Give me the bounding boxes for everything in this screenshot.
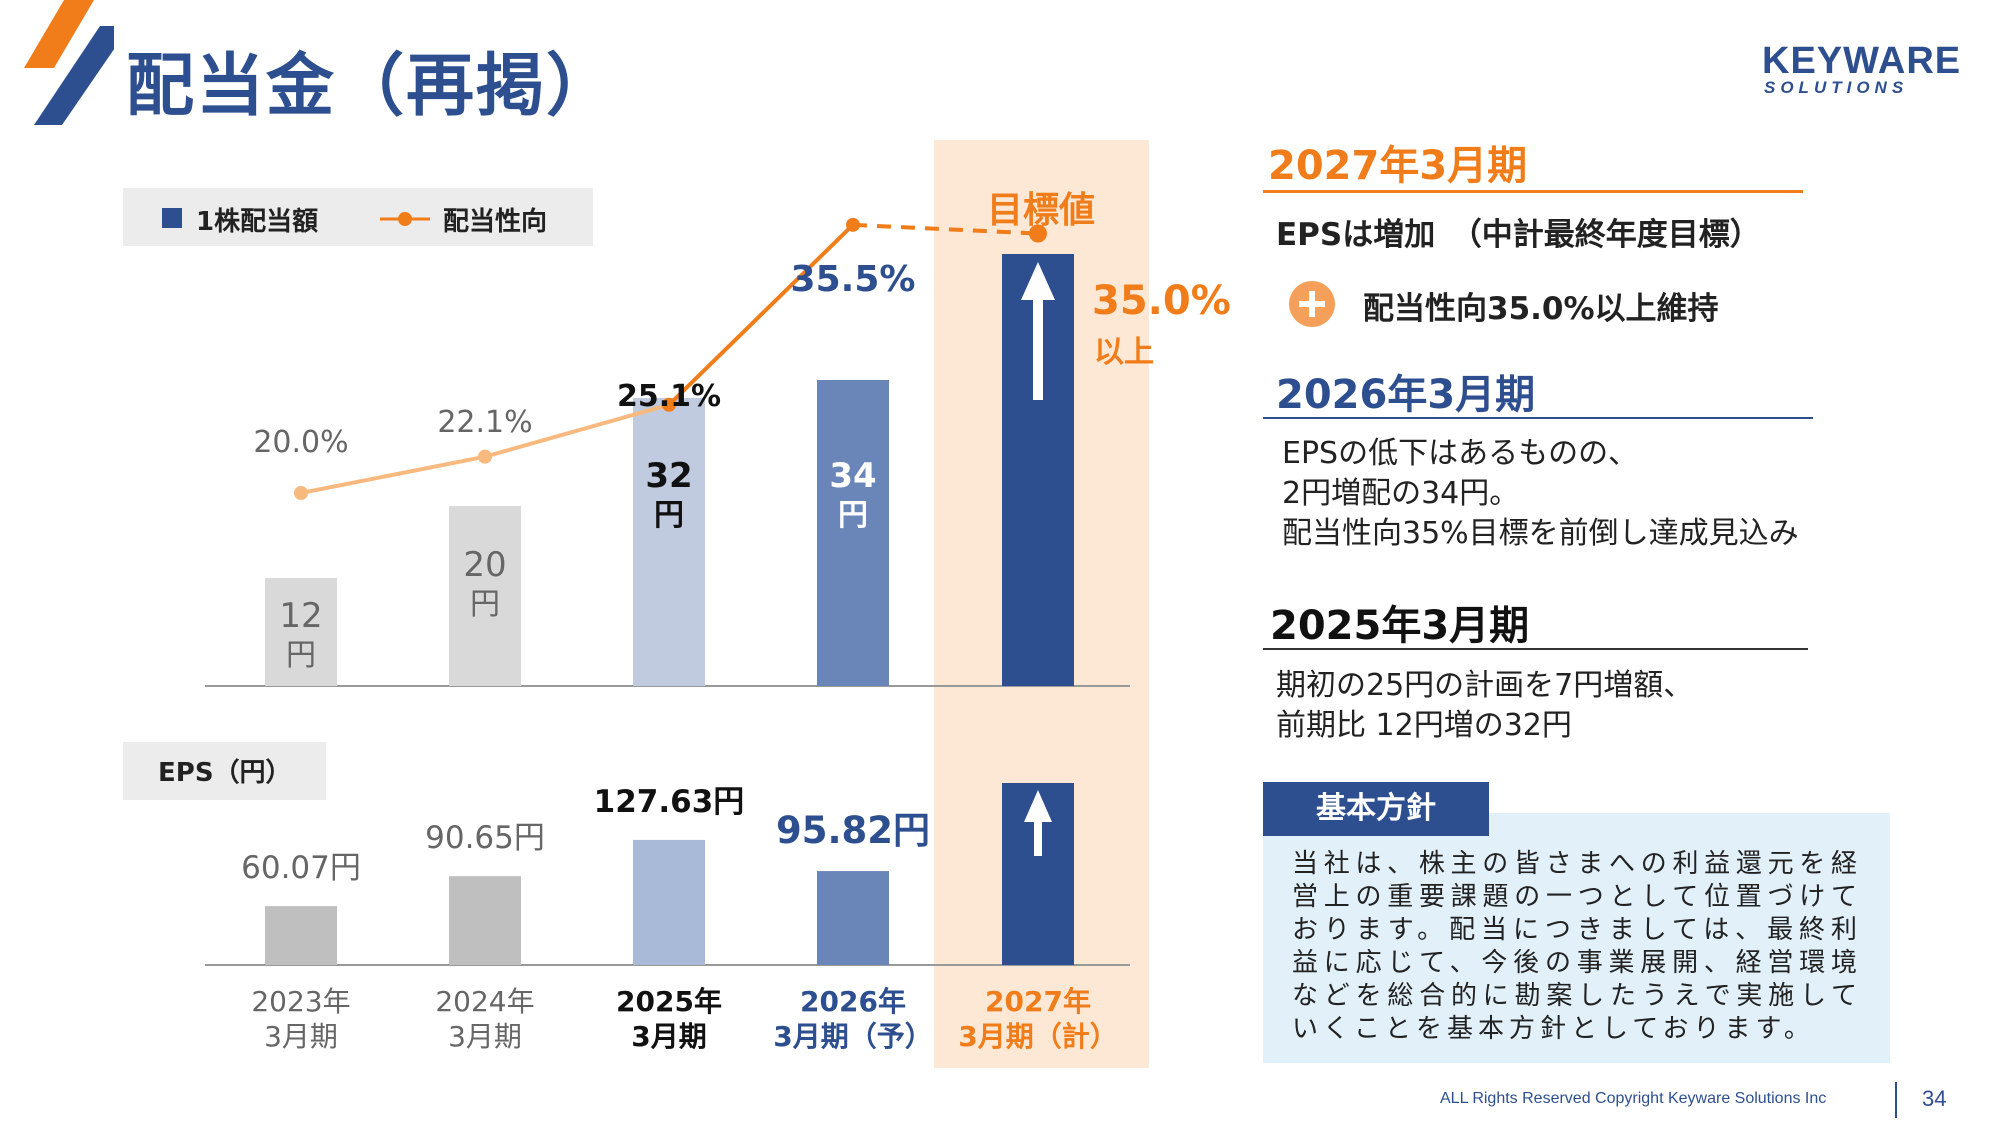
payout-target-note: 以上 (1094, 335, 1154, 370)
text-2025-line2: 前期比 12円増の32円 (1276, 708, 1572, 743)
up-arrow-shaft (1034, 822, 1042, 856)
payout-marker (662, 397, 676, 412)
payout-value-label: 25.1% (617, 379, 721, 414)
divider-2025 (1263, 648, 1808, 650)
payout-line-segment (300, 454, 486, 495)
eps-bar (817, 871, 889, 965)
footer-copyright: ALL Rights Reserved Copyright Keyware So… (1440, 1090, 1827, 1107)
category-label-year: 2023年 (251, 985, 350, 1018)
dividend-value-label: 20 (463, 545, 506, 585)
payout-marker (294, 486, 308, 500)
dividend-unit-label: 円 (286, 638, 316, 673)
payout-line-dashed (852, 222, 1039, 236)
dividend-unit-label: 円 (838, 498, 868, 533)
category-label-period: 3月期（予） (773, 1020, 932, 1053)
payout-value-label: 20.0% (253, 425, 348, 460)
payout-value-label: 35.0% (1092, 278, 1231, 324)
category-label-period: 3月期 (631, 1020, 706, 1053)
text-2026-line3: 配当性向35%目標を前倒し達成見込み (1282, 516, 1799, 551)
page-title: 配当金（再掲） (126, 47, 617, 126)
brand-slash-icon (24, 0, 114, 125)
dividend-value-label: 12 (279, 596, 322, 636)
payout-marker (1029, 224, 1047, 243)
category-label-period: 3月期 (448, 1020, 522, 1053)
dividend-bar (633, 398, 705, 686)
legend (123, 188, 593, 246)
payout-maintain-text: 配当性向35.0%以上維持 (1363, 291, 1719, 327)
payout-marker (846, 217, 860, 232)
category-label-year: 2025年 (616, 985, 722, 1018)
policy-text: 当社は、株主の皆さまへの利益還元を経営上の重要課題の一つとして位置づけております… (1292, 849, 1862, 1044)
eps-value-label: 95.82円 (776, 809, 930, 852)
category-label-period: 3月期 (264, 1020, 338, 1053)
footer-divider (1895, 1082, 1897, 1118)
logo-wordmark: KEYWARE (1762, 40, 1962, 82)
eps-title: EPS（円） (158, 758, 292, 788)
eps-value-label: 90.65円 (425, 820, 545, 856)
text-2025-line1: 期初の25円の計画を7円増額、 (1276, 668, 1694, 703)
payout-value-label: 22.1% (437, 405, 532, 440)
payout-line-segment (667, 223, 855, 407)
dividend-bar (449, 506, 521, 686)
payout-value-label: 35.5% (791, 259, 916, 300)
policy-box (1263, 813, 1890, 1063)
category-label-year: 2026年 (800, 985, 906, 1018)
policy-label: 基本方針 (1263, 782, 1489, 836)
eps-value-label: 127.63円 (594, 784, 745, 820)
eps-bar (633, 839, 705, 965)
category-label-period: 3月期（計） (958, 1020, 1117, 1053)
text-2026-line2: 2円増配の34円。 (1282, 476, 1520, 511)
up-arrow-icon (1024, 790, 1052, 822)
dividend-unit-label: 円 (470, 587, 500, 622)
up-arrow-shaft (1033, 300, 1043, 400)
eps-increase-text: EPSは増加 （中計最終年度目標） (1276, 217, 1761, 253)
dividend-unit-label: 円 (654, 498, 684, 533)
dividend-value-label: 32 (645, 456, 692, 496)
legend-bar-label: 1株配当額 (196, 207, 318, 237)
legend-line-label: 配当性向 (443, 206, 547, 237)
dividend-value-label: 34 (829, 456, 876, 496)
category-label-year: 2024年 (435, 985, 534, 1018)
page-number: 34 (1922, 1086, 1947, 1111)
divider-2026 (1263, 417, 1813, 419)
legend-bar-swatch (162, 208, 182, 228)
plus-circle-icon (1289, 281, 1335, 327)
up-arrow-icon (1021, 262, 1055, 300)
eps-value-label: 60.07円 (241, 850, 361, 886)
divider-2027 (1263, 190, 1803, 193)
payout-marker (478, 449, 492, 464)
category-label-year: 2027年 (985, 985, 1091, 1018)
dividend-bar (265, 578, 337, 686)
legend-line-marker (398, 212, 412, 226)
eps-bar (265, 906, 337, 965)
dividend-bar (817, 380, 889, 686)
eps-bar (449, 876, 521, 965)
header-2025: 2025年3月期 (1270, 603, 1530, 649)
header-2027: 2027年3月期 (1268, 143, 1528, 189)
logo-subtitle: SOLUTIONS (1764, 78, 1909, 97)
header-2026: 2026年3月期 (1276, 372, 1536, 418)
payout-line-segment (484, 402, 670, 459)
eps-title-box (123, 742, 326, 800)
text-2026-line1: EPSの低下はあるものの、 (1282, 436, 1639, 471)
target-header: 目標値 (987, 190, 1095, 231)
